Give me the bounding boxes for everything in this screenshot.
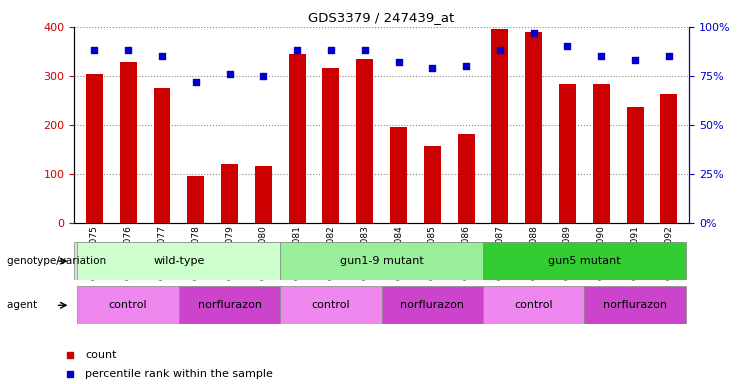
Text: genotype/variation: genotype/variation — [7, 256, 110, 266]
Text: gun5 mutant: gun5 mutant — [548, 256, 621, 266]
Text: control: control — [514, 300, 553, 310]
Point — [460, 63, 472, 69]
Text: control: control — [312, 300, 350, 310]
Point — [359, 47, 370, 53]
Point — [156, 53, 168, 59]
Bar — [289, 54, 305, 223]
Bar — [424, 146, 441, 223]
Bar — [280, 286, 382, 324]
Point — [595, 53, 607, 59]
Text: control: control — [109, 300, 147, 310]
Bar — [120, 62, 136, 223]
Bar — [483, 286, 585, 324]
Point — [291, 47, 303, 53]
Bar — [559, 84, 576, 223]
Title: GDS3379 / 247439_at: GDS3379 / 247439_at — [308, 11, 455, 24]
Point — [562, 43, 574, 50]
Bar — [593, 84, 610, 223]
Bar — [483, 242, 685, 280]
Text: wild-type: wild-type — [153, 256, 205, 266]
Bar — [525, 32, 542, 223]
Bar — [179, 286, 280, 324]
Point — [122, 47, 134, 53]
Text: norflurazon: norflurazon — [603, 300, 667, 310]
Bar — [660, 94, 677, 223]
Bar — [78, 242, 280, 280]
Bar — [491, 29, 508, 223]
Point — [88, 47, 100, 53]
Point — [663, 53, 675, 59]
Point — [325, 47, 337, 53]
Point — [393, 59, 405, 65]
Text: gun1-9 mutant: gun1-9 mutant — [339, 256, 424, 266]
Text: agent: agent — [7, 300, 41, 310]
Bar — [187, 176, 205, 223]
Text: count: count — [85, 350, 117, 360]
Bar — [356, 59, 373, 223]
Bar — [221, 164, 238, 223]
Bar — [585, 286, 685, 324]
Bar — [153, 88, 170, 223]
Bar — [78, 286, 179, 324]
Text: norflurazon: norflurazon — [400, 300, 465, 310]
Text: norflurazon: norflurazon — [198, 300, 262, 310]
Point — [224, 71, 236, 77]
Bar — [382, 286, 483, 324]
Bar — [322, 68, 339, 223]
Point — [190, 79, 202, 85]
Bar — [280, 242, 483, 280]
Bar — [458, 134, 474, 223]
Point — [528, 30, 539, 36]
Text: percentile rank within the sample: percentile rank within the sample — [85, 369, 273, 379]
Point — [629, 57, 641, 63]
Bar — [255, 166, 272, 223]
Point — [494, 47, 506, 53]
Bar — [86, 74, 103, 223]
Point — [426, 65, 438, 71]
Point — [257, 73, 269, 79]
Bar — [390, 127, 407, 223]
Bar — [627, 107, 643, 223]
